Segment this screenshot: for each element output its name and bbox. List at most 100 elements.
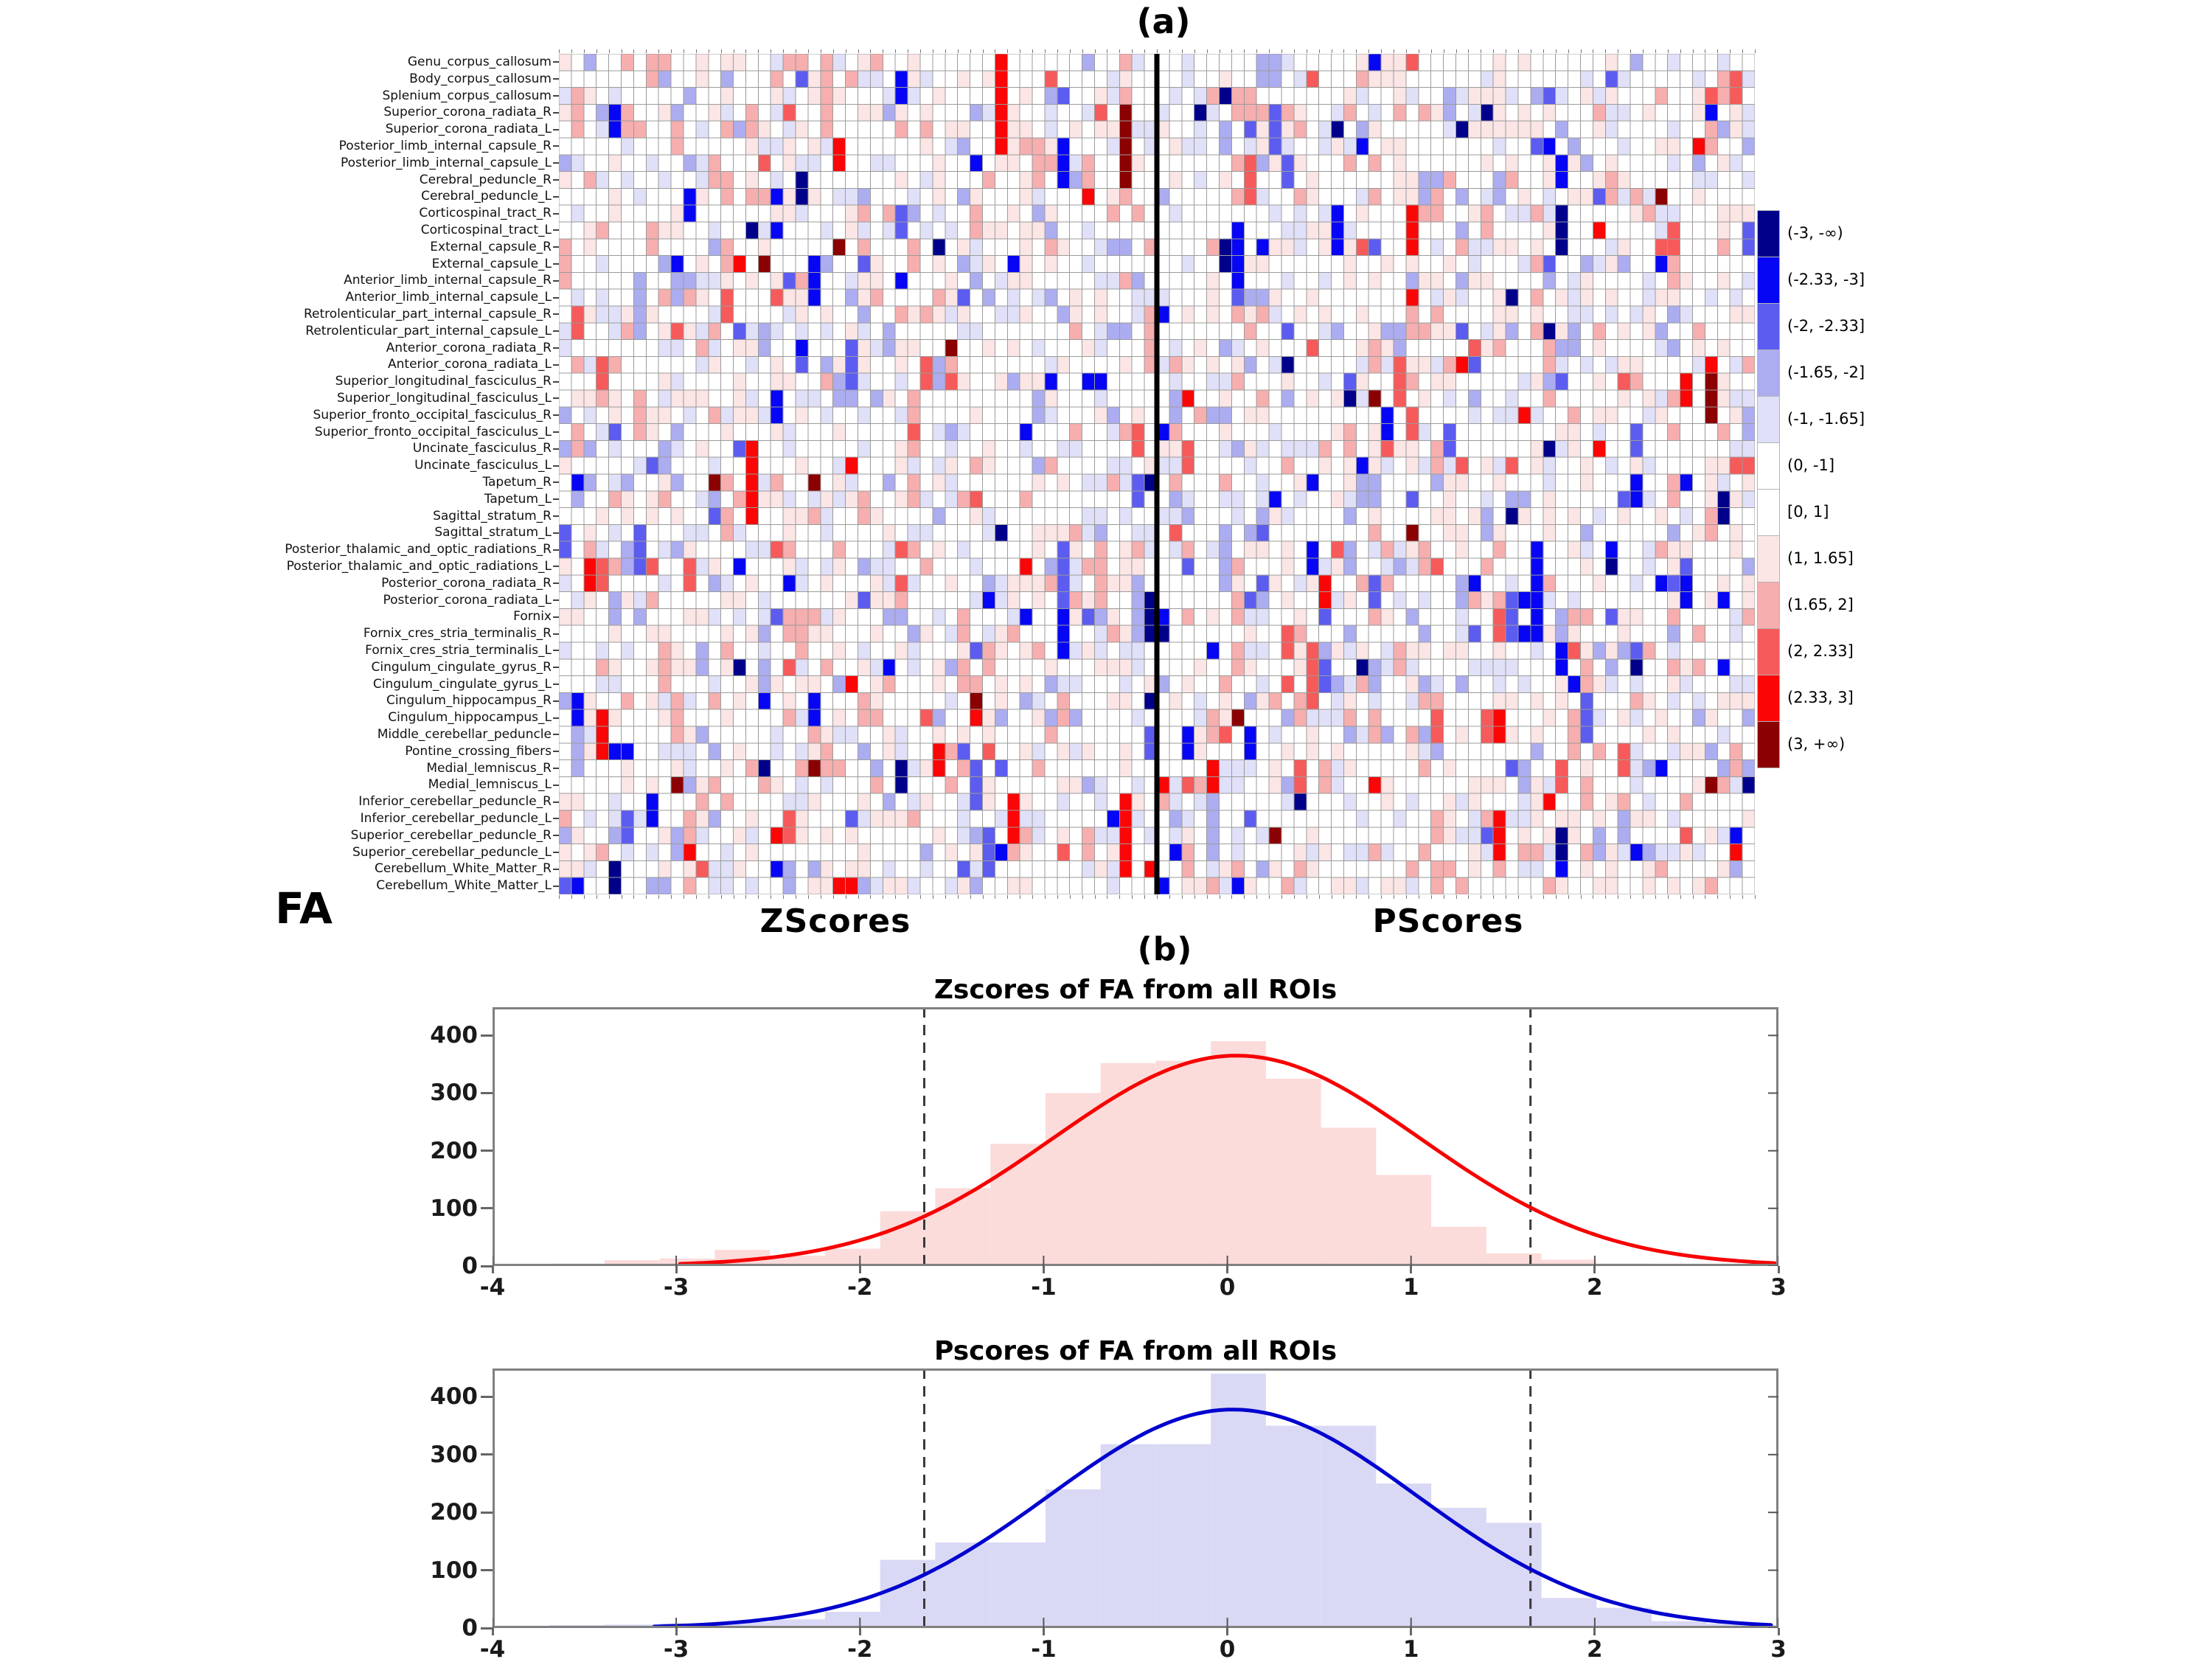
- heatmap-row-tickmark: [553, 532, 559, 534]
- heatmap-row-tickmark: [553, 549, 559, 551]
- heatmap-col-tickmark: [1293, 895, 1295, 899]
- legend-bin-label: (-2, -2.33]: [1787, 317, 1865, 335]
- heatmap-row-label: Posterior_corona_radiata_L: [383, 592, 552, 608]
- heatmap-col-tickmark: [1580, 49, 1582, 53]
- legend-bin-label: (1, 1.65]: [1787, 549, 1854, 567]
- heatmap-row-label: Cerebral_peduncle_R: [419, 172, 552, 187]
- heatmap-row-label: Retrolenticular_part_internal_capsule_R: [303, 307, 552, 321]
- panel-b-label: (b): [1137, 931, 1193, 968]
- heatmap-col-tickmark: [1256, 49, 1258, 53]
- heatmap-row-label: Posterior_corona_radiata_R: [381, 575, 552, 591]
- heatmap-row-label: Middle_cerebellar_peduncle: [377, 727, 552, 742]
- heatmap-row-label: Posterior_thalamic_and_optic_radiations_…: [285, 542, 552, 557]
- heatmap-row-tickmark: [553, 616, 559, 618]
- y-axis-tick-label: 200: [430, 1499, 478, 1526]
- x-axis-tick-label: -2: [847, 1274, 873, 1301]
- heatmap-col-tickmark: [920, 49, 921, 53]
- heatmap-row-label: Body_corpus_callosum: [409, 71, 552, 86]
- heatmap-col-tickmark: [571, 49, 572, 53]
- heatmap-col-tickmark: [583, 895, 585, 899]
- heatmap-row-label: Fornix_cres_stria_terminalis_L: [365, 643, 552, 658]
- heatmap-row-label: Inferior_cerebellar_peduncle_R: [358, 794, 552, 810]
- heatmap-col-tickmark: [1144, 895, 1146, 899]
- heatmap-col-tickmark: [1157, 895, 1158, 899]
- legend-color-swatch: [1757, 628, 1780, 675]
- heatmap-col-tickmark: [1430, 895, 1432, 899]
- heatmap-col-tickmark: [1069, 895, 1071, 899]
- heatmap-row-tickmark: [553, 95, 559, 97]
- heatmap-col-tickmark: [1468, 895, 1470, 899]
- heatmap-col-tickmark: [583, 49, 585, 53]
- heatmap-col-tickmark: [671, 49, 672, 53]
- x-axis-tick-label: 3: [1770, 1636, 1787, 1659]
- heatmap-col-tickmark: [1007, 49, 1009, 53]
- heatmap-col-tickmark: [1605, 49, 1607, 53]
- heatmap-col-tickmark: [1405, 895, 1407, 899]
- heatmap-col-tickmark: [608, 49, 610, 53]
- heatmap-row-label: Cerebral_peduncle_L: [421, 189, 552, 204]
- heatmap-col-tickmark: [1518, 895, 1519, 899]
- legend-color-swatch: [1757, 721, 1780, 768]
- heatmap-col-tickmark: [1132, 895, 1133, 899]
- heatmap-col-tickmark: [1642, 49, 1644, 53]
- heatmap-col-tickmark: [658, 49, 660, 53]
- heatmap-col-tickmark: [1642, 895, 1644, 899]
- x-axis-tickmark: [1593, 1266, 1596, 1273]
- heatmap-col-tickmark: [1356, 49, 1357, 53]
- heatmap-col-tickmark: [858, 895, 859, 899]
- y-axis-tick-label: 400: [430, 1383, 478, 1411]
- heatmap-col-tickmark: [1630, 895, 1631, 899]
- y-axis-tickmark: [481, 1150, 493, 1152]
- heatmap-col-tickmark: [745, 895, 747, 899]
- heatmap-col-tickmark: [1455, 49, 1457, 53]
- heatmap-col-tickmark: [982, 49, 984, 53]
- y-axis-tickmark: [481, 1511, 493, 1514]
- heatmap-row-label: Superior_cerebellar_peduncle_R: [350, 827, 552, 843]
- legend-color-swatch: [1757, 396, 1780, 443]
- heatmap-row-label: Fornix: [513, 609, 552, 625]
- heatmap-row-label: Cingulum_cingulate_gyrus_L: [372, 676, 552, 692]
- x-axis-tick-label: -4: [479, 1274, 506, 1301]
- heatmap-col-tickmark: [1730, 895, 1731, 899]
- heatmap-col-tickmark: [720, 49, 722, 53]
- heatmap-row-tickmark: [553, 650, 559, 652]
- heatmap-col-tickmark: [1032, 49, 1033, 53]
- heatmap-col-tickmark: [1132, 49, 1133, 53]
- heatmap-col-tickmark: [1343, 49, 1345, 53]
- heatmap-col-tickmark: [783, 895, 785, 899]
- legend-color-swatch: [1757, 675, 1780, 722]
- heatmap-row-label: Cerebellum_White_Matter_R: [374, 861, 552, 877]
- x-axis-tick-label: 0: [1219, 1636, 1236, 1659]
- heatmap-row-tickmark: [553, 835, 559, 837]
- heatmap-col-tickmark: [1281, 895, 1282, 899]
- legend-color-swatch: [1757, 210, 1780, 257]
- heatmap-row-tickmark: [553, 279, 559, 282]
- heatmap-col-tickmark: [1493, 895, 1495, 899]
- measure-label-fa: FA: [275, 883, 333, 933]
- heatmap-col-tickmark: [1169, 49, 1170, 53]
- heatmap-col-tickmark: [1157, 49, 1158, 53]
- heatmap-col-tickmark: [1082, 49, 1083, 53]
- heatmap-row-label: Anterior_limb_internal_capsule_L: [345, 290, 552, 305]
- heatmap-row-tickmark: [553, 448, 559, 450]
- heatmap-row-label: Corticospinal_tract_R: [419, 206, 552, 221]
- pscore-histogram: [493, 1368, 1778, 1628]
- heatmap-row-tickmark: [553, 566, 559, 568]
- x-axis-tick-label: -4: [479, 1636, 506, 1659]
- heatmap-row-tickmark: [553, 111, 559, 114]
- pscore-histogram-title: Pscores of FA from all ROIs: [933, 1336, 1337, 1366]
- legend-bin-label: (3, +∞): [1787, 735, 1846, 753]
- heatmap-col-tickmark: [1181, 895, 1183, 899]
- heatmap-col-tickmark: [1717, 895, 1719, 899]
- heatmap-row-tickmark: [553, 667, 559, 669]
- heatmap-row-label: Splenium_corpus_callosum: [382, 88, 552, 103]
- heatmap-col-tickmark: [1755, 895, 1756, 899]
- heatmap-col-tickmark: [646, 895, 647, 899]
- heatmap-col-tickmark: [1032, 895, 1033, 899]
- y-axis-tickmark: [481, 1395, 493, 1398]
- heatmap-row-tickmark: [553, 868, 559, 870]
- heatmap-row-tickmark: [553, 212, 559, 215]
- pscores-group-label: PScores: [1372, 902, 1524, 940]
- heatmap-col-tickmark: [945, 49, 946, 53]
- heatmap-col-tickmark: [1144, 49, 1146, 53]
